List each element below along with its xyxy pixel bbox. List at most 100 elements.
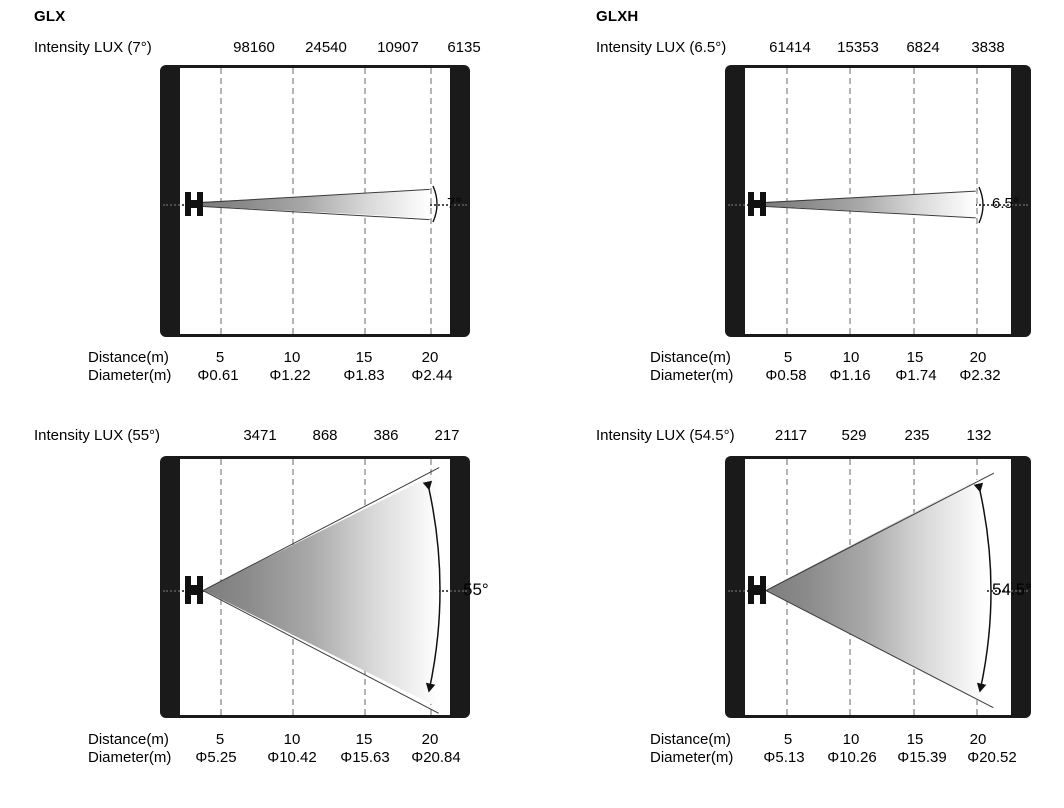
distance-value-15: 15 bbox=[355, 349, 373, 366]
distance-value-15: 15 bbox=[355, 731, 373, 748]
beam-cone bbox=[766, 191, 976, 217]
distance-axis-label: Distance(m) bbox=[650, 349, 731, 366]
wall-left bbox=[160, 65, 180, 337]
panel-glxh-wide: Intensity LUX (54.5°) 2117 529 235 132 bbox=[532, 400, 1064, 808]
wall-right bbox=[450, 456, 470, 718]
intensity-values: 98160 24540 10907 6135 bbox=[34, 38, 494, 58]
distance-value-5: 5 bbox=[215, 731, 225, 748]
diameter-values: Φ0.58 Φ1.16 Φ1.74 Φ2.32 bbox=[650, 366, 1050, 386]
beam-angle-arc bbox=[978, 186, 984, 224]
diameter-row: Diameter(m) Φ0.61 Φ1.22 Φ1.83 Φ2.44 bbox=[88, 366, 488, 386]
intensity-value-15m: 235 bbox=[904, 427, 930, 444]
beam-angle-arc bbox=[432, 185, 438, 223]
beam-angle-arc bbox=[973, 482, 992, 693]
intensity-row: Intensity LUX (7°) 98160 24540 10907 613… bbox=[34, 38, 481, 58]
luminaire-fixture-icon bbox=[185, 576, 203, 604]
diameter-axis-label: Diameter(m) bbox=[88, 749, 172, 766]
distance-value-20: 20 bbox=[421, 731, 439, 748]
intensity-value-5m: 3471 bbox=[243, 427, 277, 444]
gridline-20m bbox=[430, 68, 432, 334]
intensity-label: Intensity LUX (54.5°) bbox=[596, 427, 735, 444]
intensity-values: 2117 529 235 132 bbox=[596, 426, 1056, 446]
diameter-axis-label: Diameter(m) bbox=[650, 749, 734, 766]
intensity-value-15m: 386 bbox=[373, 427, 399, 444]
wall-right bbox=[1011, 456, 1031, 718]
diameter-row: Diameter(m) Φ5.25 Φ10.42 Φ15.63 Φ20.84 bbox=[88, 748, 488, 768]
wall-left bbox=[725, 456, 745, 718]
distance-values: 5 10 15 20 bbox=[650, 348, 1050, 368]
distance-row: Distance(m) 5 10 15 20 bbox=[650, 730, 1050, 750]
distance-value-5: 5 bbox=[783, 731, 793, 748]
beam-angle-label: 6.5° bbox=[992, 195, 1019, 212]
wall-right bbox=[1011, 65, 1031, 337]
wall-right bbox=[450, 65, 470, 337]
beam-angle-arc bbox=[422, 480, 441, 693]
distance-row: Distance(m) 5 10 15 20 bbox=[650, 348, 1050, 368]
fixture-bar-left bbox=[748, 576, 754, 604]
diameter-value-5: Φ0.58 bbox=[765, 367, 807, 384]
panel-title-glxh: GLXH bbox=[596, 8, 639, 25]
intensity-label: Intensity LUX (55°) bbox=[34, 427, 161, 444]
fixture-bar-right bbox=[197, 192, 203, 216]
panel-title-glx: GLX bbox=[34, 8, 66, 25]
beam-room-frame: 55° bbox=[160, 456, 489, 718]
distance-axis-label: Distance(m) bbox=[88, 731, 169, 748]
intensity-label: Intensity LUX (7°) bbox=[34, 39, 152, 56]
diameter-value-5: Φ5.13 bbox=[763, 749, 805, 766]
distance-value-15: 15 bbox=[906, 731, 924, 748]
fixture-web bbox=[190, 200, 198, 208]
beam-room-frame: 54.5° bbox=[725, 456, 1032, 718]
beam-room-frame: 6.5° bbox=[725, 65, 1031, 337]
intensity-value-10m: 15353 bbox=[837, 39, 879, 56]
beam-cone bbox=[203, 472, 439, 708]
intensity-value-10m: 529 bbox=[841, 427, 867, 444]
diameter-value-15: Φ1.74 bbox=[895, 367, 937, 384]
fixture-bar-right bbox=[197, 576, 203, 604]
distance-value-10: 10 bbox=[842, 731, 860, 748]
intensity-value-15m: 6824 bbox=[906, 39, 940, 56]
diameter-values: Φ0.61 Φ1.22 Φ1.83 Φ2.44 bbox=[88, 366, 488, 386]
diameter-row: Diameter(m) Φ5.13 Φ10.26 Φ15.39 Φ20.52 bbox=[650, 748, 1050, 768]
distance-values: 5 10 15 20 bbox=[88, 348, 488, 368]
fixture-bar-right bbox=[760, 192, 766, 216]
diameter-value-10: Φ1.16 bbox=[829, 367, 871, 384]
fixture-web bbox=[753, 585, 761, 595]
fixture-bar-left bbox=[185, 192, 191, 216]
diameter-value-10: Φ10.26 bbox=[827, 749, 877, 766]
diameter-values: Φ5.25 Φ10.42 Φ15.63 Φ20.84 bbox=[88, 748, 488, 768]
intensity-value-20m: 217 bbox=[434, 427, 460, 444]
intensity-row: Intensity LUX (55°) 3471 868 386 217 bbox=[34, 426, 464, 446]
beam-angle-label: 7° bbox=[447, 195, 462, 212]
diameter-value-20: Φ2.32 bbox=[959, 367, 1001, 384]
fixture-web bbox=[753, 200, 761, 208]
intensity-value-5m: 2117 bbox=[774, 427, 808, 444]
diameter-row: Diameter(m) Φ0.58 Φ1.16 Φ1.74 Φ2.32 bbox=[650, 366, 1050, 386]
intensity-value-10m: 868 bbox=[312, 427, 338, 444]
intensity-value-15m: 10907 bbox=[377, 39, 419, 56]
distance-value-5: 5 bbox=[783, 349, 793, 366]
intensity-value-10m: 24540 bbox=[305, 39, 347, 56]
luminaire-fixture-icon bbox=[748, 576, 766, 604]
distance-value-5: 5 bbox=[215, 349, 225, 366]
diameter-axis-label: Diameter(m) bbox=[88, 367, 172, 384]
diameter-value-10: Φ1.22 bbox=[269, 367, 311, 384]
intensity-values: 61414 15353 6824 3838 bbox=[596, 38, 1056, 58]
intensity-value-20m: 132 bbox=[966, 427, 992, 444]
distance-axis-label: Distance(m) bbox=[88, 349, 169, 366]
fixture-web bbox=[190, 585, 198, 595]
panel-glx-wide: Intensity LUX (55°) 3471 868 386 217 bbox=[0, 400, 532, 808]
intensity-value-5m: 98160 bbox=[233, 39, 275, 56]
beam-cone bbox=[766, 475, 986, 705]
diameter-value-10: Φ10.42 bbox=[267, 749, 317, 766]
distance-value-20: 20 bbox=[969, 349, 987, 366]
fixture-bar-left bbox=[185, 576, 191, 604]
panel-glx-narrow: GLX Intensity LUX (7°) 98160 24540 10907… bbox=[0, 0, 532, 400]
intensity-row: Intensity LUX (6.5°) 61414 15353 6824 38… bbox=[596, 38, 1026, 58]
distance-row: Distance(m) 5 10 15 20 bbox=[88, 730, 488, 750]
diameter-value-5: Φ0.61 bbox=[197, 367, 239, 384]
intensity-value-20m: 3838 bbox=[971, 39, 1005, 56]
distance-value-15: 15 bbox=[906, 349, 924, 366]
diameter-value-20: Φ2.44 bbox=[411, 367, 453, 384]
wall-left bbox=[725, 65, 745, 337]
